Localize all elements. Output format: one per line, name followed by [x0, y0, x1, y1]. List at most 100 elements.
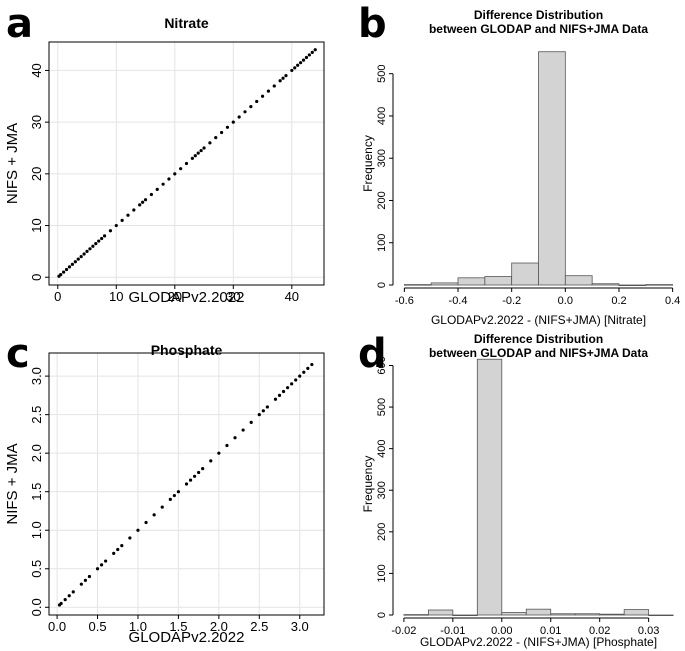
y-tick-label: 400 [376, 439, 388, 457]
data-point [85, 249, 89, 253]
data-point [70, 262, 75, 266]
x-tick-label: 0.0 [558, 295, 573, 307]
data-point [94, 242, 98, 246]
data-point [67, 265, 72, 269]
data-point [192, 474, 197, 478]
data-point [190, 156, 194, 160]
data-point [155, 187, 159, 191]
data-point [294, 378, 298, 382]
y-tick-label: 2.0 [29, 444, 44, 462]
x-tick-label: 0.5 [88, 619, 106, 634]
data-point [83, 578, 87, 582]
data-point [257, 413, 261, 417]
data-point [231, 120, 235, 124]
data-point [132, 208, 136, 212]
data-point [202, 146, 206, 150]
histogram-bar [574, 613, 601, 616]
panel-letter-b: b [358, 1, 387, 47]
chart-title: Nitrate [164, 15, 209, 31]
y-axis-label: Frequency [361, 135, 375, 192]
y-axis-label: NIFS + JMA [4, 123, 21, 204]
y-tick-label: 100 [376, 564, 388, 582]
data-point [120, 544, 124, 548]
x-tick-label: 0.0 [48, 619, 66, 634]
histogram-bar [550, 613, 576, 616]
histogram-bar [511, 262, 539, 286]
data-point [128, 536, 132, 540]
chart-title-line-2: between GLODAP and NIFS+JMA Data [429, 346, 648, 360]
data-point [126, 213, 130, 217]
data-point [76, 257, 80, 261]
histogram-bar [484, 276, 513, 286]
histogram-bar [457, 277, 486, 286]
y-tick-label: 100 [376, 234, 388, 252]
data-point [293, 66, 297, 70]
data-point [167, 177, 171, 181]
data-point [79, 254, 83, 259]
data-point [284, 74, 288, 78]
histogram-bar [452, 614, 478, 617]
data-point [296, 63, 300, 67]
data-point [301, 58, 306, 62]
data-point [184, 482, 189, 486]
x-tick-label: -0.01 [440, 625, 465, 637]
x-tick-label: 2.0 [210, 619, 228, 634]
data-point [63, 597, 67, 602]
data-point [298, 61, 303, 65]
y-tick-label: 1.5 [29, 483, 44, 501]
x-tick-label: -0.2 [502, 295, 521, 307]
chart-title-line-1: Difference Distribution [474, 8, 603, 22]
panel-letter-a: a [6, 1, 33, 47]
y-tick-label: 0 [29, 274, 44, 281]
data-point [149, 192, 153, 197]
data-point [286, 386, 290, 390]
chart-title-line-1: Difference Distribution [474, 332, 603, 346]
data-point [281, 389, 286, 394]
x-tick-label: 2.5 [250, 619, 268, 634]
histogram-bar [645, 284, 674, 286]
y-tick-label: 600 [376, 356, 388, 374]
histogram-bar [599, 613, 625, 616]
y-tick-label: 500 [376, 65, 388, 83]
y-tick-label: 500 [376, 398, 388, 416]
x-tick-label: 0.02 [589, 625, 610, 637]
chart-title-line-2: between GLODAP and NIFS+JMA Data [429, 22, 648, 36]
x-tick-label: 1.5 [169, 619, 187, 634]
data-point [114, 223, 118, 228]
data-point [87, 574, 92, 579]
data-point [255, 99, 259, 104]
data-point [298, 374, 302, 378]
histogram-bar [591, 283, 620, 286]
histogram-bar [403, 614, 429, 616]
histogram-bar [427, 609, 454, 616]
y-tick-label: 400 [376, 107, 388, 125]
y-tick-label: 1.0 [29, 521, 44, 539]
histogram-bar [476, 358, 503, 616]
y-tick-label: 0.5 [29, 560, 44, 578]
data-point [199, 148, 203, 153]
histogram-bar [538, 51, 566, 286]
x-axis-label: GLODAPv2.2022 - (NIFS+JMA) [Phosphate] [420, 635, 657, 649]
data-point [73, 260, 77, 264]
data-point [160, 505, 164, 509]
data-point [59, 273, 63, 277]
data-point [272, 84, 276, 88]
data-point [278, 79, 282, 83]
data-point [310, 50, 314, 54]
y-tick-label: 40 [29, 63, 44, 77]
data-point [188, 478, 193, 482]
x-tick-label: -0.6 [395, 295, 414, 307]
data-point [265, 405, 269, 409]
data-point [88, 247, 92, 251]
data-point [225, 125, 230, 129]
data-point [290, 68, 294, 73]
data-point [197, 470, 201, 475]
y-tick-label: 20 [29, 167, 44, 181]
x-tick-label: 1.0 [129, 619, 147, 634]
data-point [184, 161, 189, 166]
data-point [152, 513, 156, 517]
histogram-bar [564, 275, 593, 286]
